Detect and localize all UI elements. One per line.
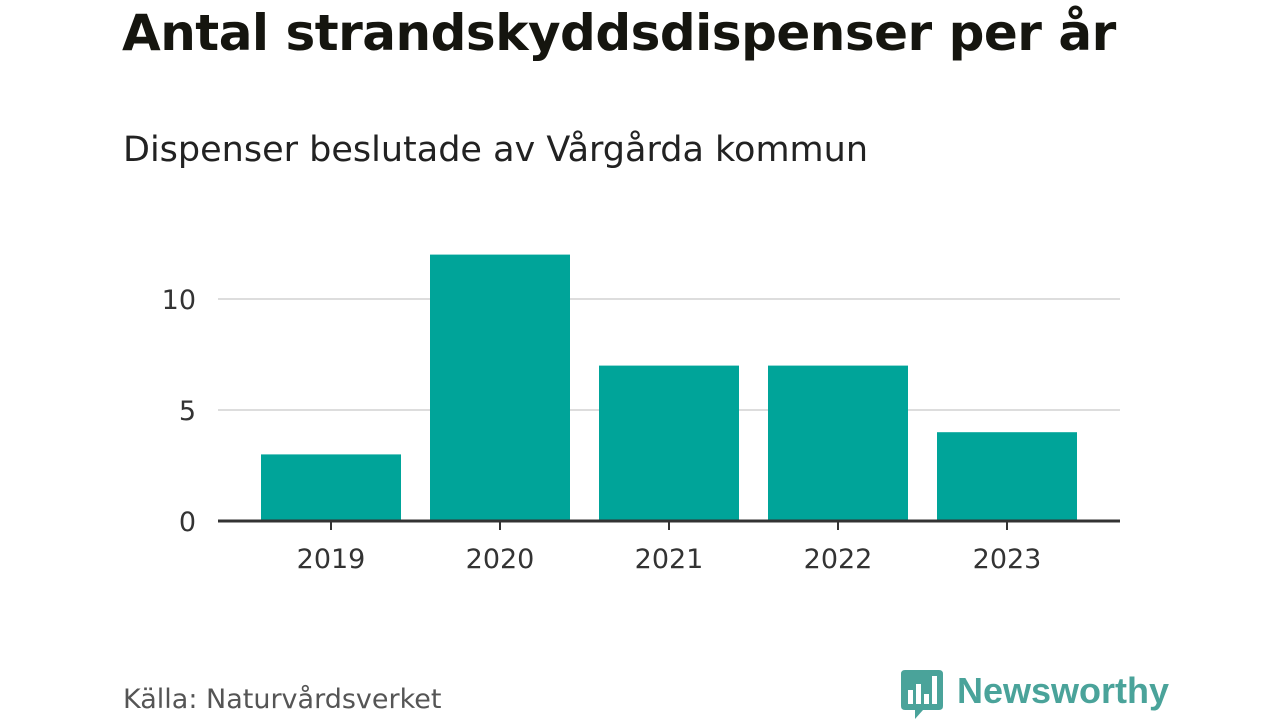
source-label: Källa: Naturvårdsverket bbox=[123, 684, 442, 715]
chart-subtitle: Dispenser beslutade av Vårgårda kommun bbox=[123, 130, 869, 170]
newsworthy-bar-chart-icon bbox=[901, 670, 943, 719]
x-tick-label: 2023 bbox=[973, 544, 1042, 575]
chart-title: Antal strandskyddsdispenser per år bbox=[122, 4, 1116, 62]
bar bbox=[599, 365, 739, 521]
bar bbox=[430, 254, 570, 521]
y-tick-label: 0 bbox=[179, 507, 196, 538]
bar bbox=[768, 365, 908, 521]
bar bbox=[261, 454, 401, 521]
logo-text: Newsworthy bbox=[957, 670, 1170, 711]
x-tick-label: 2020 bbox=[466, 544, 535, 575]
bar bbox=[937, 432, 1077, 521]
x-tick-label: 2022 bbox=[804, 544, 873, 575]
x-tick-label: 2021 bbox=[635, 544, 704, 575]
y-tick-label: 5 bbox=[179, 396, 196, 427]
y-tick-label: 10 bbox=[162, 285, 196, 316]
x-tick-label: 2019 bbox=[297, 544, 366, 575]
newsworthy-logo: Newsworthy bbox=[901, 670, 1169, 720]
